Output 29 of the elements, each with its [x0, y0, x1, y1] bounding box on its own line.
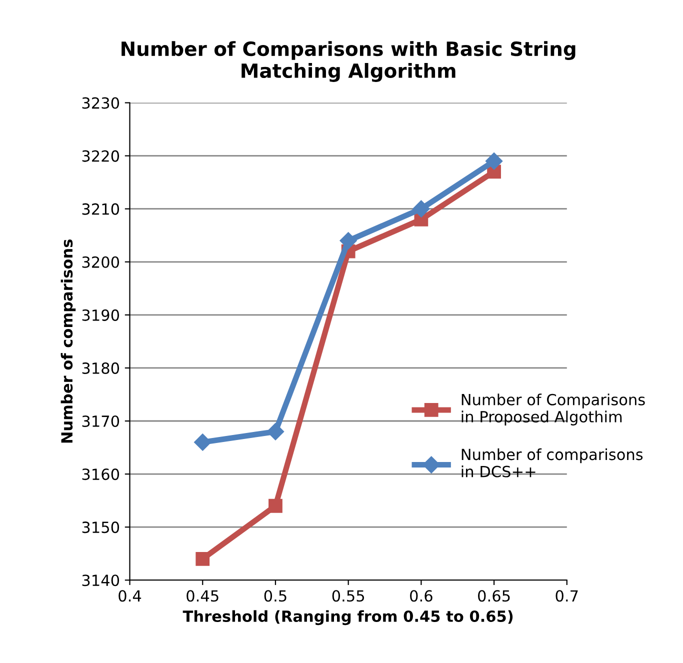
y-tick-label: 3230 [82, 97, 120, 109]
chart-title: Number of Comparisons with Basic String Matching Algorithm [122, 41, 576, 82]
point [194, 434, 212, 451]
y-tick-label: 3190 [82, 309, 120, 321]
point [412, 200, 430, 218]
x-tick-label: 0.7 [556, 590, 578, 602]
y-tick-label: 3160 [82, 468, 120, 480]
y-tick-label: 3200 [82, 256, 120, 268]
point [196, 552, 210, 566]
legend-label: Number of Comparisons in Proposed Algothim [462, 394, 645, 426]
y-axis-title: Number of comparisons [60, 240, 76, 443]
point [268, 498, 282, 513]
point [485, 152, 503, 170]
x-tick-label: 0.55 [332, 590, 364, 602]
x-axis-title: Threshold (Ranging from 0.45 to 0.65) [182, 610, 513, 626]
y-tick-label: 3220 [82, 150, 120, 162]
point [340, 232, 357, 250]
x-tick-label: 0.5 [264, 590, 286, 602]
x-tick-label: 0.6 [410, 590, 432, 602]
x-tick-label: 0.4 [118, 590, 142, 602]
y-tick-label: 3170 [82, 415, 120, 428]
point [266, 423, 284, 440]
x-tick-label: 0.65 [478, 590, 510, 602]
y-tick-label: 3140 [82, 574, 120, 586]
y-tick-label: 3150 [82, 522, 120, 534]
y-tick-label: 3180 [82, 362, 120, 374]
x-tick-label: 0.45 [186, 590, 218, 602]
legend-label: Number of comparisons in DCS++ [462, 448, 643, 478]
y-tick-label: 3210 [82, 203, 120, 215]
